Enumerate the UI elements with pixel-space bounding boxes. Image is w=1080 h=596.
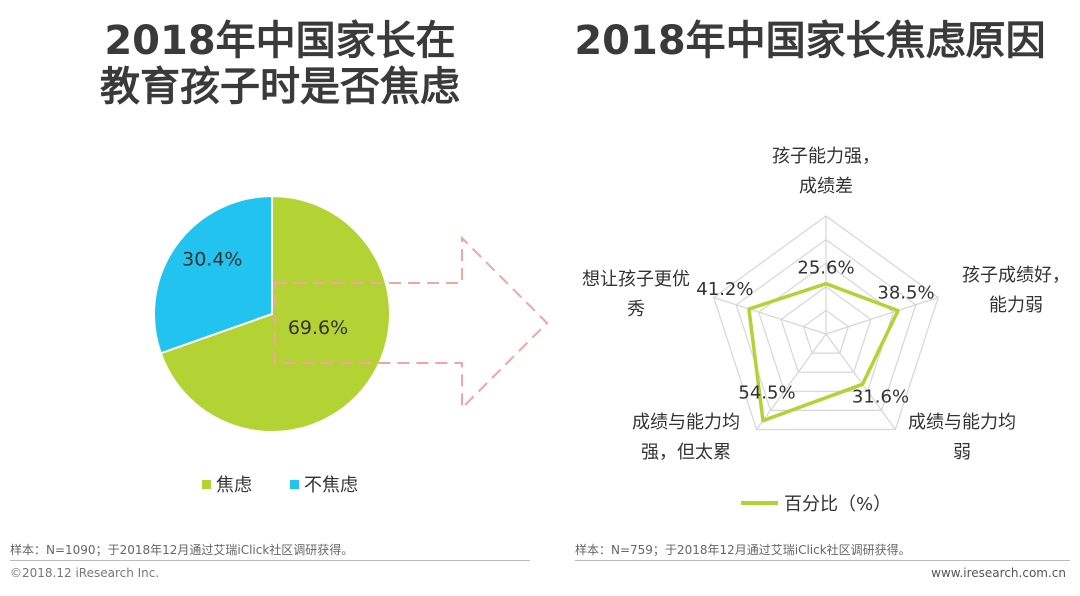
pie-title-line-1: 2018年中国家长在 (104, 18, 456, 64)
pie-slice-anxious (159, 194, 391, 433)
copyright-text: ©2018.12 iResearch Inc. (10, 566, 160, 580)
pie-legend-label: 焦虑 (216, 475, 252, 496)
pie-legend-swatch (290, 480, 299, 489)
radar-chart-title: 2018年中国家长焦虑原因 (574, 18, 1046, 64)
pie-legend-swatch (202, 480, 211, 489)
pie-value-label: 69.6% (288, 317, 348, 339)
radar-category-label: 秀 (627, 299, 645, 320)
radar-value-label: 31.6% (852, 386, 909, 407)
pie-footnote: 样本：N=1090；于2018年12月通过艾瑞iClick社区调研获得。 (10, 543, 354, 557)
radar-spoke (825, 296, 939, 335)
pie-slice-not-anxious (153, 194, 273, 355)
radar-category-label: 弱 (953, 442, 971, 463)
radar-value-label: 38.5% (877, 283, 934, 304)
radar-legend-label: 百分比（%） (784, 494, 891, 515)
radar-grid-ring (713, 215, 939, 431)
radar-value-label: 25.6% (797, 258, 854, 279)
radar-series-line (747, 281, 900, 423)
radar-category-label: 孩子成绩好， (962, 265, 1070, 286)
radar-category-label: 能力弱 (989, 295, 1043, 316)
pie-title-line-2: 教育孩子时是否焦虑 (100, 64, 460, 110)
radar-category-label: 想让孩子更优 (582, 269, 690, 290)
radar-category-label: 孩子能力强， (772, 146, 880, 167)
footer-divider-right (575, 560, 1070, 561)
dashed-arrow-shape (274, 235, 549, 411)
radar-value-label: 54.5% (738, 383, 795, 404)
radar-spoke (825, 333, 896, 430)
radar-spoke (713, 296, 827, 335)
radar-grid-ring (780, 286, 872, 373)
pie-value-label: 30.4% (182, 249, 242, 271)
radar-spoke (756, 333, 827, 430)
website-link[interactable]: www.iresearch.com.cn (931, 566, 1066, 580)
radar-value-label: 41.2% (696, 279, 753, 300)
radar-category-label: 成绩差 (799, 176, 853, 197)
radar-footnote: 样本：N=759；于2018年12月通过艾瑞iClick社区调研获得。 (575, 543, 911, 557)
radar-category-label: 强，但太累 (641, 442, 731, 463)
radar-grid-ring (735, 238, 917, 411)
radar-category-label: 成绩与能力均 (908, 412, 1016, 433)
pie-legend-label: 不焦虑 (304, 475, 358, 496)
footer-divider-left (10, 560, 530, 561)
radar-grid-ring (802, 309, 850, 354)
pie-chart-title: 2018年中国家长在 教育孩子时是否焦虑 (60, 18, 500, 110)
radar-category-label: 成绩与能力均 (632, 412, 740, 433)
